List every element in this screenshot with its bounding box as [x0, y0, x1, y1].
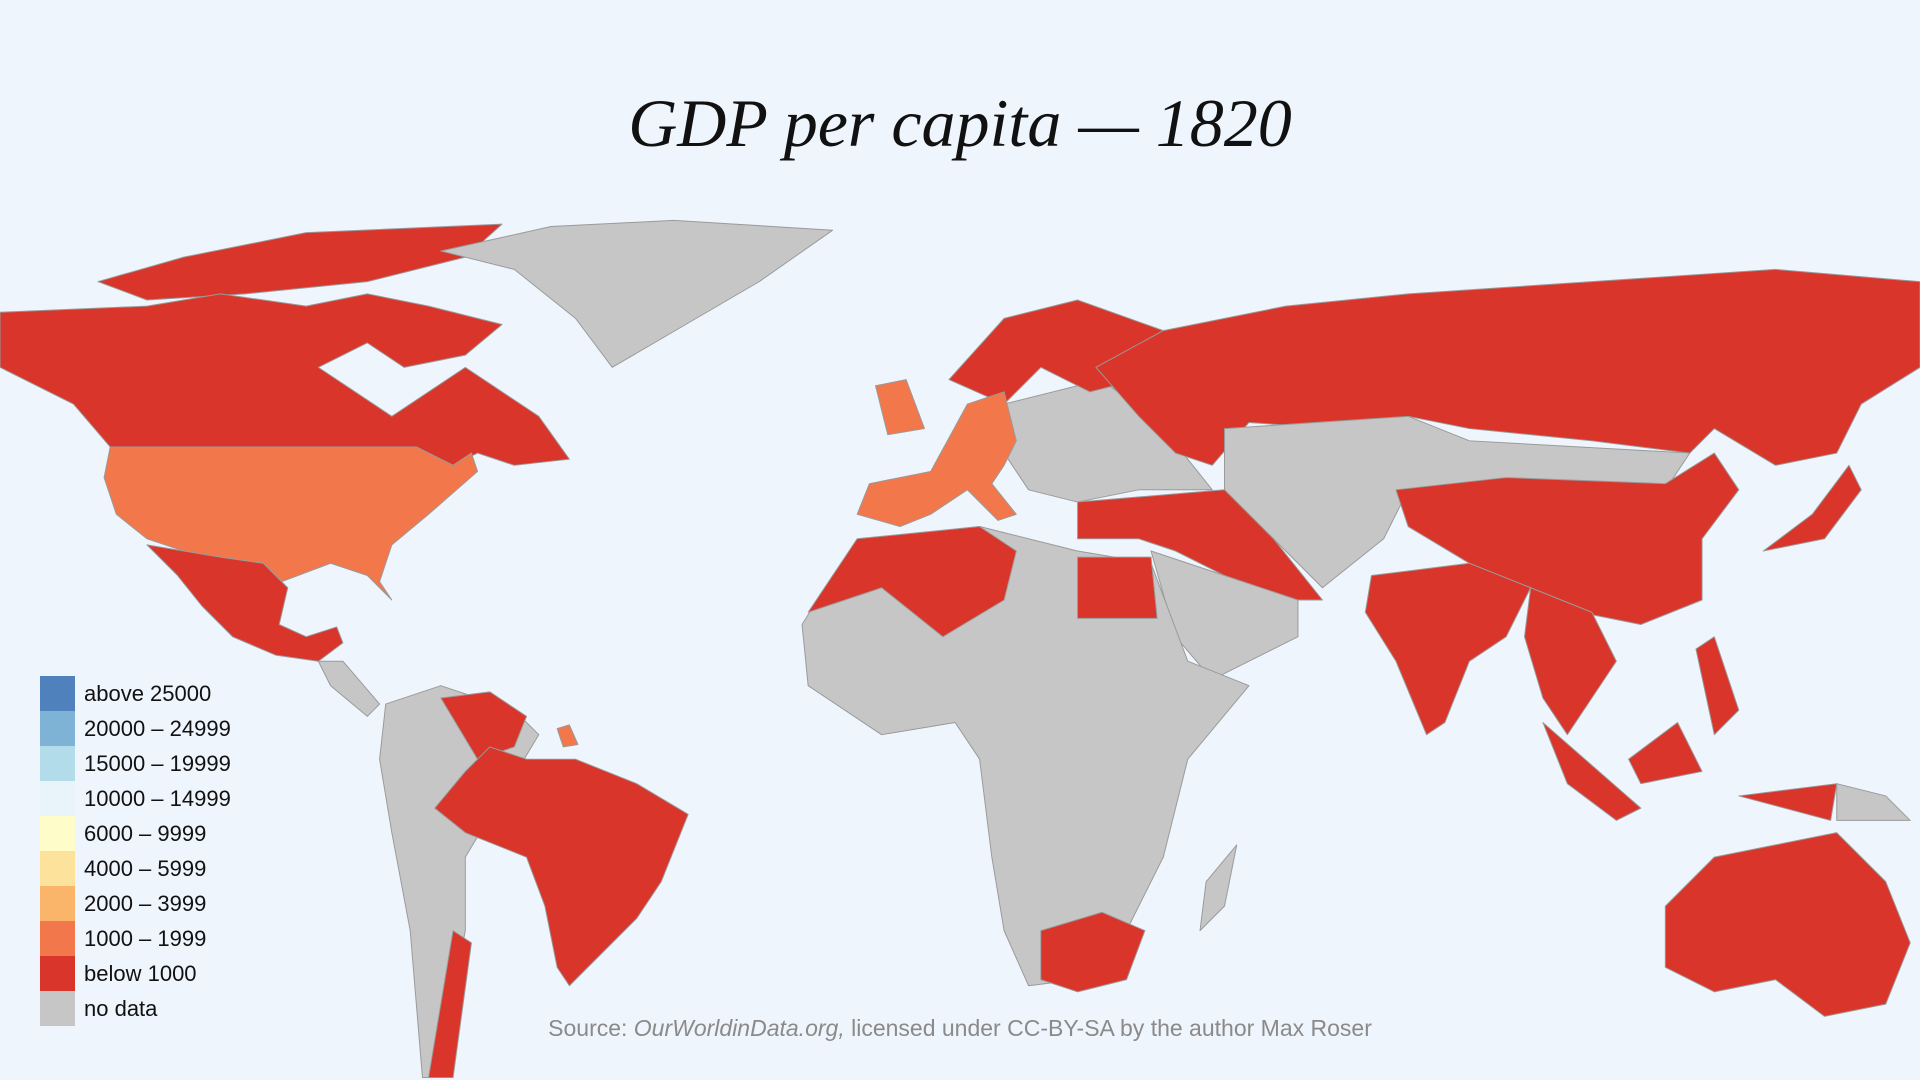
legend-item: 10000 – 14999 — [40, 781, 231, 816]
mexico — [146, 544, 344, 662]
central-america — [317, 660, 381, 717]
arctic-islands — [97, 223, 503, 301]
east-indonesia — [1738, 783, 1838, 821]
legend-label: no data — [84, 995, 158, 1021]
legend-label: 1000 – 1999 — [84, 925, 207, 951]
legend-item: 15000 – 19999 — [40, 746, 231, 781]
chile — [428, 930, 472, 1079]
legend-swatch — [40, 956, 75, 991]
legend-label: 15000 – 19999 — [84, 750, 231, 776]
sumatra — [1542, 721, 1642, 821]
legend-item: below 1000 — [40, 956, 231, 991]
legend-swatch — [40, 886, 75, 921]
legend-label: 4000 – 5999 — [84, 855, 207, 881]
legend-item: 6000 – 9999 — [40, 816, 231, 851]
india — [1364, 562, 1532, 736]
legend-swatch — [40, 711, 75, 746]
suriname — [556, 724, 579, 748]
legend: above 25000 20000 – 24999 15000 – 19999 100… — [40, 676, 231, 1026]
japan — [1762, 464, 1862, 552]
legend-item: 2000 – 3999 — [40, 886, 231, 921]
western-europe — [856, 391, 1017, 528]
venezuela — [440, 691, 528, 760]
legend-swatch — [40, 851, 75, 886]
south-africa — [1040, 911, 1146, 993]
canada-alaska — [0, 293, 570, 466]
legend-item: 1000 – 1999 — [40, 921, 231, 956]
borneo — [1628, 721, 1703, 785]
australia — [1664, 832, 1911, 1017]
legend-swatch — [40, 746, 75, 781]
source: Source: OurWorldinData.org, licensed und… — [0, 1015, 1920, 1042]
legend-item: 20000 – 24999 — [40, 711, 231, 746]
philippines — [1695, 636, 1740, 736]
southeast-asia — [1524, 587, 1617, 736]
legend-label: 10000 – 14999 — [84, 785, 231, 811]
legend-label: below 1000 — [84, 960, 197, 986]
legend-swatch — [40, 816, 75, 851]
legend-swatch — [40, 676, 75, 711]
legend-item: no data — [40, 991, 231, 1026]
usa — [103, 446, 479, 601]
legend-swatch — [40, 991, 75, 1026]
madagascar — [1199, 844, 1238, 932]
source-prefix: Source: — [548, 1015, 634, 1041]
legend-label: 20000 – 24999 — [84, 715, 231, 741]
legend-item: 4000 – 5999 — [40, 851, 231, 886]
russia — [1095, 268, 1920, 466]
north-africa — [807, 526, 1017, 638]
egypt — [1077, 556, 1158, 619]
greenland — [440, 219, 834, 368]
papua — [1836, 783, 1911, 821]
legend-swatch — [40, 921, 75, 956]
legend-label: 6000 – 9999 — [84, 820, 207, 846]
legend-item: above 25000 — [40, 676, 231, 711]
legend-label: 2000 – 3999 — [84, 890, 207, 916]
brazil — [434, 746, 689, 987]
legend-label: above 25000 — [84, 680, 212, 706]
source-site: OurWorldinData.org, — [633, 1015, 845, 1041]
legend-swatch — [40, 781, 75, 816]
uk — [875, 379, 925, 436]
source-suffix: licensed under CC-BY-SA by the author Ma… — [844, 1015, 1372, 1041]
title: GDP per capita — 1820 — [628, 85, 1292, 161]
